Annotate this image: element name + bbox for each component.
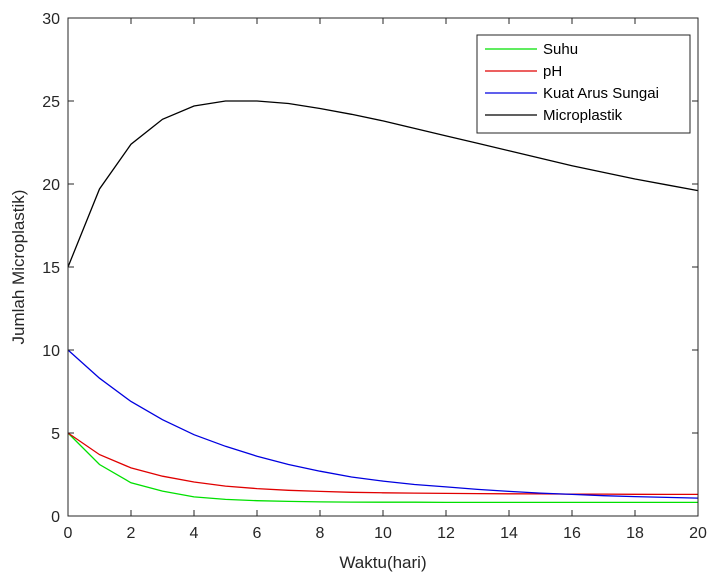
x-tick-label: 16: [563, 525, 581, 542]
x-tick-label: 12: [437, 525, 455, 542]
x-tick-label: 6: [253, 525, 262, 542]
x-tick-label: 18: [626, 525, 644, 542]
x-tick-label: 0: [64, 525, 73, 542]
tick-labels: 0 2 4 6 8 10 12 14 16 18 20 0 5 10 15 20 25 30: [42, 11, 707, 542]
x-tick-label: 10: [374, 525, 392, 542]
legend-label-suhu: Suhu: [543, 41, 578, 58]
x-axis-label: Waktu(hari): [339, 553, 426, 572]
x-tick-label: 4: [190, 525, 199, 542]
legend-label-microplastik: Microplastik: [543, 107, 623, 124]
y-tick-label: 5: [51, 426, 60, 443]
y-tick-label: 25: [42, 94, 60, 111]
x-tick-label: 14: [500, 525, 518, 542]
series-line-suhu: [67, 432, 698, 504]
y-tick-label: 30: [42, 11, 60, 28]
legend-box: [476, 34, 691, 134]
x-tick-label: 2: [127, 525, 136, 542]
y-tick-label: 20: [42, 177, 60, 194]
x-tick-label: 20: [689, 525, 707, 542]
legend: Suhu pH Kuat Arus Sungai Microplastik: [476, 34, 691, 134]
legend-label-kuat-arus-sungai: Kuat Arus Sungai: [543, 85, 659, 102]
tick-marks: [67, 17, 699, 517]
series-line-ph: [67, 432, 698, 496]
y-tick-label: 15: [42, 260, 60, 277]
series-line-kuat-arus-sungai: [67, 349, 699, 499]
series-lines: [67, 100, 699, 504]
y-axis-label: Jumlah Microplastik): [9, 190, 28, 345]
x-tick-label: 8: [316, 525, 325, 542]
series-line-microplastik: [67, 100, 699, 268]
y-tick-label: 0: [51, 509, 60, 526]
y-tick-label: 10: [42, 343, 60, 360]
legend-label-ph: pH: [543, 63, 562, 80]
